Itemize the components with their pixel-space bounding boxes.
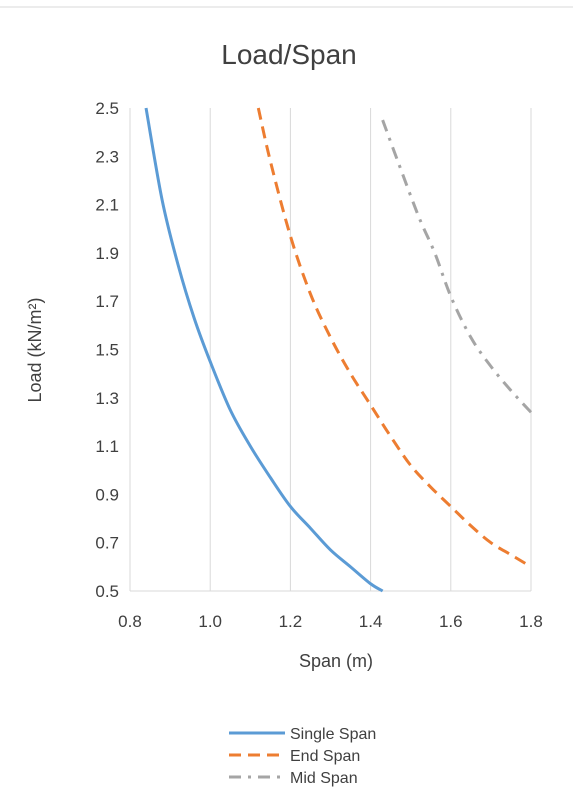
y-tick-label: 2.5 (95, 99, 119, 118)
y-axis-title: Load (kN/m²) (25, 297, 45, 402)
gridlines (129, 108, 532, 591)
chart-title: Load/Span (221, 39, 356, 70)
legend-label-end-span: End Span (290, 748, 360, 765)
y-tick-label: 0.7 (95, 534, 119, 553)
y-tick-label: 0.9 (95, 485, 119, 504)
legend-label-mid-span: Mid Span (290, 770, 358, 787)
y-tick-label: 1.5 (95, 341, 119, 360)
y-tick-label: 0.5 (95, 582, 119, 601)
y-tick-label: 2.1 (95, 196, 119, 215)
x-tick-label: 0.8 (118, 612, 142, 631)
y-tick-label: 1.1 (95, 437, 119, 456)
y-tick-label: 1.7 (95, 292, 119, 311)
x-tick-label: 1.0 (198, 612, 222, 631)
y-tick-label: 1.9 (95, 244, 119, 263)
series-line-single-span (144, 107, 384, 593)
x-tick-label: 1.6 (439, 612, 463, 631)
legend-label-single-span: Single Span (290, 726, 376, 743)
legend: Single Span End Span Mid Span (229, 726, 376, 787)
axes: 0.8 1.0 1.2 1.4 1.6 1.8 0.5 0.7 0.9 1.1 1.3 1.5 1.7 1… (95, 99, 542, 631)
y-tick-label: 1.3 (95, 389, 119, 408)
y-tick-label: 2.3 (95, 147, 119, 166)
series-line-end-span (256, 107, 528, 566)
x-tick-label: 1.4 (359, 612, 383, 631)
x-axis-title: Span (m) (299, 651, 373, 671)
x-tick-label: 1.2 (279, 612, 303, 631)
x-tick-label: 1.8 (519, 612, 543, 631)
series-line-mid-span (381, 119, 533, 414)
series-lines (144, 107, 533, 593)
